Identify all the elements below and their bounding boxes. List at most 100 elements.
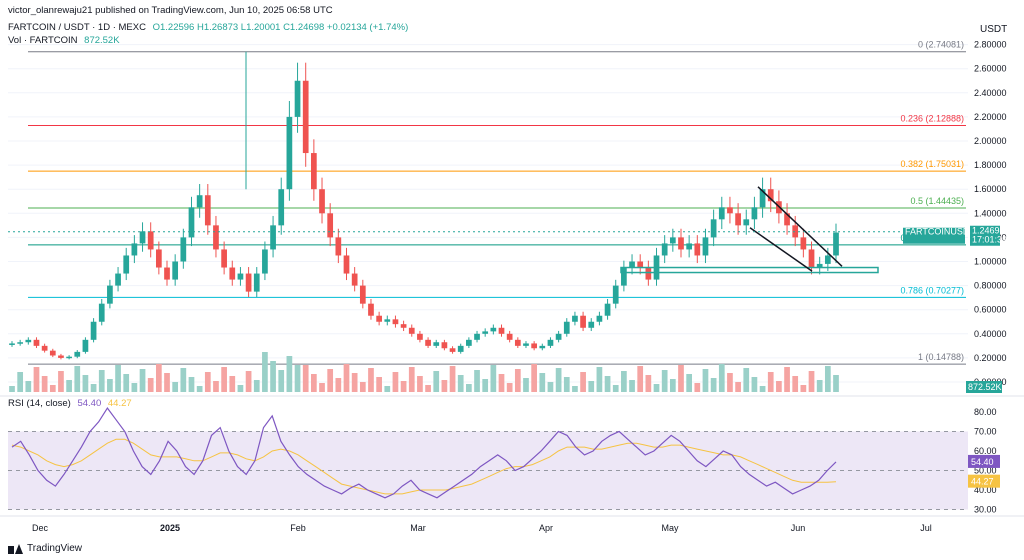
volume-bar <box>612 385 619 392</box>
candle-body <box>637 261 644 268</box>
volume-bar <box>384 386 391 392</box>
candle-body <box>82 339 89 352</box>
candle-body <box>392 319 399 325</box>
support-box <box>620 266 879 274</box>
volume-bar <box>245 371 252 392</box>
price-grid <box>8 44 968 383</box>
volume-bar <box>506 383 513 392</box>
volume-bar <box>735 382 741 392</box>
volume-bar <box>751 377 758 392</box>
volume-bar <box>572 386 578 392</box>
candle-body <box>25 339 32 343</box>
volume-bar <box>531 364 537 392</box>
volume-bar <box>588 381 595 392</box>
rsi-tick: 80.00 <box>974 407 997 417</box>
candle-body <box>612 285 619 304</box>
candle-body <box>531 343 537 349</box>
candle-body <box>669 237 676 244</box>
volume-legend: Vol · FARTCOIN 872.52K <box>8 35 120 46</box>
candle-body <box>490 327 497 332</box>
candle-body <box>555 333 562 340</box>
time-tick: Jul <box>920 523 932 533</box>
volume-bar <box>523 378 529 392</box>
candle-body <box>710 219 717 238</box>
volume-bar <box>702 369 709 392</box>
currency-label: USDT <box>980 24 1008 35</box>
volume-bar <box>474 370 480 392</box>
trendline-drawings[interactable] <box>620 186 879 274</box>
volume-bar <box>147 378 154 392</box>
fib-level-label: 0.786 (0.70277) <box>900 285 964 295</box>
candle-body <box>441 342 448 349</box>
volume-bar <box>694 383 701 392</box>
candle-body <box>9 343 15 345</box>
rsi-tick: 60.00 <box>974 446 997 456</box>
fibonacci-retracement[interactable]: 0 (2.74081) 0.236 (2.12888) 0.382 (1.75031… <box>28 40 966 365</box>
candle-body <box>433 342 440 346</box>
published-by: victor_olanrewaju21 published on Trading… <box>8 5 333 16</box>
candle-body <box>41 345 48 351</box>
volume-bar <box>335 378 342 392</box>
fib-level-label: 0.5 (1.44435) <box>910 196 964 206</box>
candle-body <box>319 189 325 214</box>
rsi-tick: 50.00 <box>974 466 997 476</box>
rsi-ma-value: 44.27 <box>107 398 132 409</box>
volume-bar <box>376 377 382 392</box>
symbol-title[interactable]: FARTCOIN / USDT · 1D · MEXC <box>8 22 146 33</box>
rsi-legend: RSI (14, close) 54.40 44.27 <box>8 398 132 409</box>
candle-body <box>343 255 350 274</box>
rsi-tag-bg <box>968 454 1000 468</box>
candle-body <box>172 261 179 280</box>
price-axis[interactable]: 2.80000 2.60000 2.40000 2.20000 2.00000 1.800… <box>8 40 1007 393</box>
volume-bar <box>155 364 162 392</box>
volume-bar <box>164 373 170 392</box>
candle-body <box>523 343 529 346</box>
volume-bar <box>294 365 301 392</box>
last-price-tag-bg <box>970 225 1000 246</box>
price-tick: 0.20000 <box>974 353 1007 363</box>
volume-bar <box>596 367 603 392</box>
volume-bars <box>9 352 839 392</box>
volume-bar <box>776 381 782 392</box>
volume-bar <box>433 371 440 392</box>
candle-body <box>278 189 285 226</box>
volume-bar <box>221 367 227 392</box>
candle-body <box>139 231 146 244</box>
price-tick: 2.00000 <box>974 136 1007 146</box>
fib-level-label: 0 (2.74081) <box>918 40 964 50</box>
volume-bar <box>319 383 325 392</box>
volume-bar <box>311 374 317 392</box>
volume-bar <box>286 356 293 392</box>
volume-bar <box>408 367 415 392</box>
volume-bar <box>808 371 815 392</box>
ohlc-values: O1.22596 H1.26873 L1.20001 C1.24698 +0.0… <box>152 22 409 33</box>
volume-bar <box>368 368 374 392</box>
price-tick: 2.80000 <box>974 40 1007 50</box>
volume-bar <box>49 385 56 392</box>
time-tick: 2025 <box>160 523 180 533</box>
volume-bar <box>816 380 823 392</box>
candle-body <box>686 243 693 250</box>
candle-body <box>417 333 423 340</box>
volume-bar <box>539 373 546 392</box>
price-tick: 0.40000 <box>974 329 1007 339</box>
volume-bar <box>270 361 276 392</box>
candle-body <box>400 324 407 328</box>
candle-body <box>506 333 513 340</box>
candle-body <box>425 339 431 346</box>
volume-bar <box>180 368 187 392</box>
candle-body <box>270 225 276 250</box>
fib-level-label: 1 (0.14788) <box>918 352 964 362</box>
time-tick: Feb <box>290 523 306 533</box>
symbol-tag-name: FARTCOINUSDT <box>905 227 975 237</box>
time-axis[interactable]: Dec 2025 Feb Mar Apr May Jun Jul <box>0 515 1024 533</box>
candle-body <box>294 80 301 117</box>
candle-body <box>767 189 774 202</box>
candle-body <box>808 249 815 268</box>
candle-body <box>253 273 260 292</box>
volume-bar <box>514 369 521 392</box>
candle-body <box>751 207 758 220</box>
candle-body <box>596 315 603 322</box>
candle-body <box>237 273 244 280</box>
